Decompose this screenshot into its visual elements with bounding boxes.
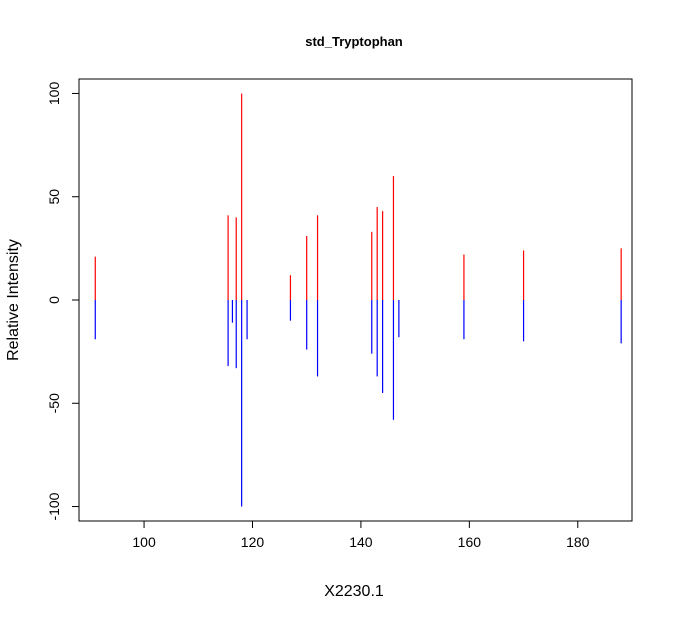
spectrum-sticks bbox=[94, 93, 622, 507]
y-axis: -100 -50 0 50 100 bbox=[46, 82, 80, 521]
x-axis: 100 120 140 160 180 bbox=[132, 520, 590, 550]
y-tick-label: 100 bbox=[46, 82, 62, 106]
y-tick-label: 50 bbox=[46, 189, 62, 205]
x-tick-label: 120 bbox=[241, 534, 265, 550]
y-axis-label: Relative Intensity bbox=[5, 239, 22, 361]
y-tick-label: -100 bbox=[46, 492, 62, 520]
y-tick-label: -50 bbox=[46, 393, 62, 413]
x-tick-label: 180 bbox=[566, 534, 590, 550]
x-axis-label: X2230.1 bbox=[324, 583, 384, 600]
chart-title: std_Tryptophan bbox=[305, 34, 403, 49]
plot-area-frame bbox=[78, 78, 633, 522]
x-tick-label: 160 bbox=[458, 534, 482, 550]
x-tick-label: 140 bbox=[349, 534, 373, 550]
y-tick-label: 0 bbox=[46, 296, 62, 304]
x-tick-label: 100 bbox=[132, 534, 156, 550]
